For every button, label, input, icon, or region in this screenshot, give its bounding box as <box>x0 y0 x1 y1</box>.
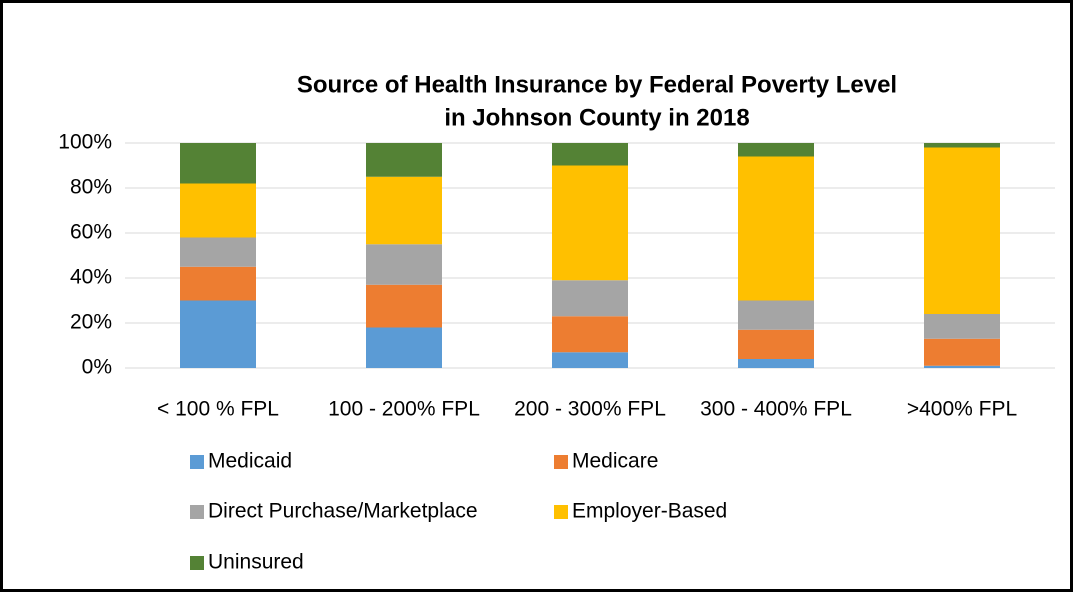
bar-segment <box>180 300 256 368</box>
bar-segment <box>552 165 628 281</box>
legend-swatch <box>554 455 568 469</box>
chart-title: Source of Health Insurance by Federal Po… <box>297 71 897 98</box>
bar-segment <box>366 143 442 177</box>
bar-segment <box>552 352 628 368</box>
y-tick-label: 100% <box>58 131 112 154</box>
bar-segment <box>366 327 442 368</box>
bar-segment <box>366 176 442 245</box>
y-tick-label: 60% <box>70 221 112 244</box>
bar-segment <box>738 143 814 157</box>
chart-title: in Johnson County in 2018 <box>444 104 749 131</box>
bar-segment <box>924 147 1000 314</box>
bar-segment <box>366 244 442 285</box>
legend-label: Employer-Based <box>572 500 727 523</box>
bar-segment <box>180 143 256 184</box>
bar-segment <box>552 280 628 317</box>
x-tick-label: 300 - 400% FPL <box>700 398 852 421</box>
legend-label: Medicare <box>572 450 658 473</box>
bar-segment <box>924 143 1000 148</box>
bar-segment <box>180 237 256 267</box>
bar-segment <box>552 316 628 353</box>
legend-swatch <box>554 505 568 519</box>
bar-segment <box>738 156 814 301</box>
legend-label: Medicaid <box>208 450 292 473</box>
bar-segment <box>552 143 628 166</box>
legend-label: Direct Purchase/Marketplace <box>208 500 478 523</box>
y-tick-label: 40% <box>70 266 112 289</box>
x-tick-label: < 100 % FPL <box>157 398 279 421</box>
x-tick-label: >400% FPL <box>907 398 1017 421</box>
y-tick-label: 80% <box>70 176 112 199</box>
bar-segment <box>180 183 256 238</box>
y-tick-label: 0% <box>82 356 112 379</box>
bar-segment <box>924 314 1000 339</box>
legend-swatch <box>190 556 204 570</box>
x-tick-label: 100 - 200% FPL <box>328 398 480 421</box>
bar-segment <box>924 338 1000 366</box>
bar-segment <box>366 284 442 328</box>
bar-segment <box>924 365 1000 368</box>
x-tick-label: 200 - 300% FPL <box>514 398 666 421</box>
bar-segment <box>738 300 814 330</box>
bar-segment <box>180 266 256 301</box>
legend-swatch <box>190 505 204 519</box>
bar-segment <box>738 359 814 368</box>
legend-label: Uninsured <box>208 551 304 574</box>
legend-swatch <box>190 455 204 469</box>
y-tick-label: 20% <box>70 311 112 334</box>
bar-segment <box>738 329 814 359</box>
